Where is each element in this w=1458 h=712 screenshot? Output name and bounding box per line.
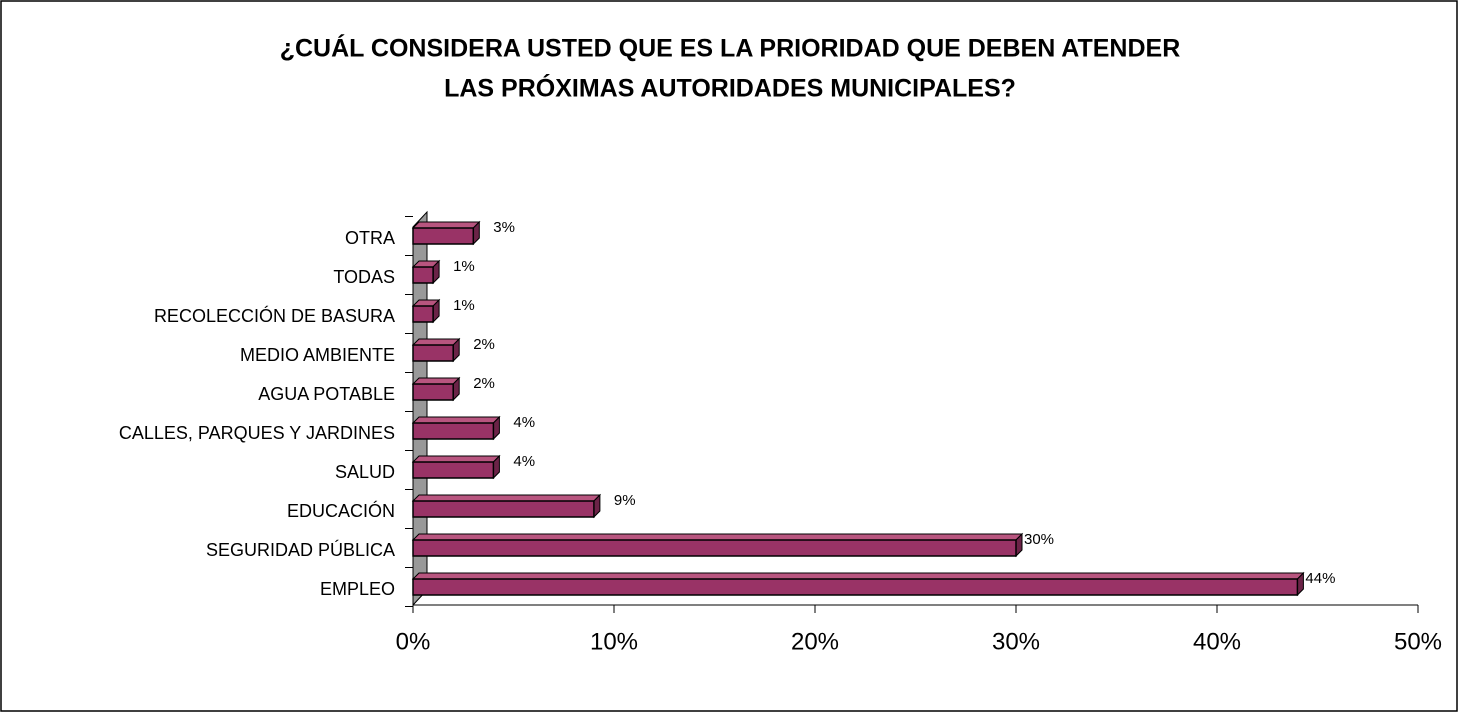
y-tick-label: RECOLECCIÓN DE BASURA: [154, 305, 395, 326]
x-tick-label: 0%: [396, 628, 431, 655]
bar: [411, 415, 501, 441]
bar: [411, 337, 461, 363]
x-tick-label: 30%: [992, 628, 1040, 655]
bar: [411, 454, 501, 480]
y-tick-label: SALUD: [335, 462, 395, 482]
x-tick-label: 50%: [1394, 628, 1442, 655]
bar: [411, 220, 481, 246]
data-label: 4%: [513, 414, 535, 431]
x-tick-label: 10%: [590, 628, 638, 655]
y-tick-label: EMPLEO: [320, 579, 395, 599]
data-label: 3%: [493, 219, 515, 236]
chart-title: LAS PRÓXIMAS AUTORIDADES MUNICIPALES?: [444, 73, 1016, 103]
bar: [411, 259, 441, 285]
y-tick-label: AGUA POTABLE: [258, 384, 395, 404]
chart-title: ¿CUÁL CONSIDERA USTED QUE ES LA PRIORIDA…: [280, 34, 1181, 63]
bar: [411, 532, 1024, 558]
y-tick-label: SEGURIDAD PÚBLICA: [206, 539, 395, 560]
bar: [411, 571, 1305, 597]
y-tick-label: EDUCACIÓN: [287, 500, 395, 521]
y-tick-label: TODAS: [333, 267, 395, 287]
data-label: 44%: [1305, 570, 1335, 587]
data-label: 2%: [473, 336, 495, 353]
y-tick-label: MEDIO AMBIENTE: [240, 345, 395, 365]
data-label: 1%: [453, 258, 475, 275]
data-label: 1%: [453, 297, 475, 314]
x-tick-label: 40%: [1193, 628, 1241, 655]
bar: [411, 493, 602, 519]
data-label: 9%: [614, 492, 636, 509]
bar: [411, 376, 461, 402]
x-tick-label: 20%: [791, 628, 839, 655]
data-label: 30%: [1024, 531, 1054, 548]
data-label: 4%: [513, 453, 535, 470]
data-label: 2%: [473, 375, 495, 392]
y-tick-label: OTRA: [345, 228, 395, 248]
y-tick-label: CALLES, PARQUES Y JARDINES: [119, 423, 395, 443]
bar: [411, 298, 441, 324]
